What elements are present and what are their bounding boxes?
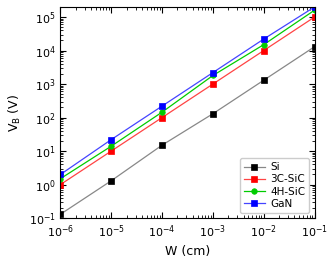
GaN <box>59 173 63 176</box>
Legend: Si, 3C-SiC, 4H-SiC, GaN: Si, 3C-SiC, 4H-SiC, GaN <box>240 158 309 213</box>
Line: GaN: GaN <box>58 4 317 177</box>
Si <box>109 179 113 182</box>
GaN <box>109 138 113 141</box>
Line: 3C-SiC: 3C-SiC <box>58 14 317 187</box>
Si <box>262 79 266 82</box>
3C-SiC <box>160 116 164 119</box>
3C-SiC <box>59 183 63 186</box>
Si <box>313 45 317 48</box>
X-axis label: W (cm): W (cm) <box>165 245 210 258</box>
Si <box>211 112 215 115</box>
4H-SiC <box>211 74 215 77</box>
3C-SiC <box>211 82 215 86</box>
GaN <box>160 104 164 108</box>
Y-axis label: V$_\mathregular{B}$ (V): V$_\mathregular{B}$ (V) <box>7 93 23 132</box>
4H-SiC <box>160 111 164 114</box>
3C-SiC <box>109 149 113 153</box>
GaN <box>313 5 317 8</box>
4H-SiC <box>59 177 63 180</box>
Si <box>59 213 63 216</box>
GaN <box>211 71 215 74</box>
GaN <box>262 37 266 41</box>
Line: Si: Si <box>58 44 317 217</box>
4H-SiC <box>262 43 266 46</box>
4H-SiC <box>313 8 317 12</box>
Line: 4H-SiC: 4H-SiC <box>58 7 317 182</box>
Si <box>160 144 164 147</box>
4H-SiC <box>109 144 113 148</box>
3C-SiC <box>262 49 266 52</box>
3C-SiC <box>313 15 317 19</box>
